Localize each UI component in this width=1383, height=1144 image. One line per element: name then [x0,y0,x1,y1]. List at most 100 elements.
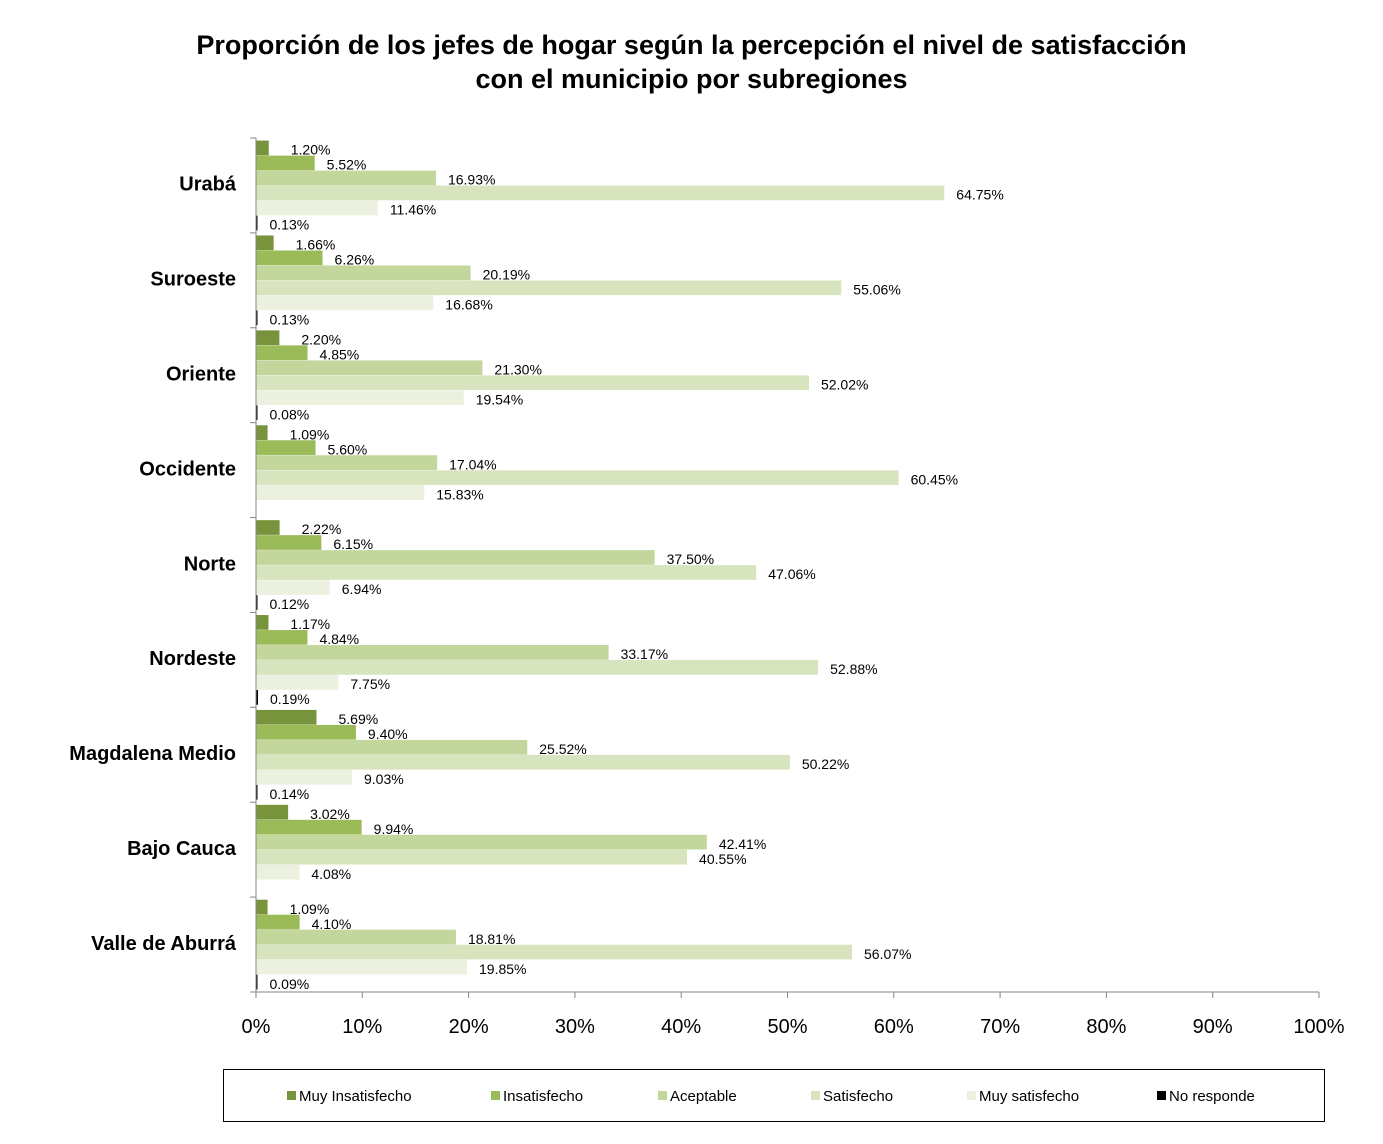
data-label-0-5: 0.13% [270,217,310,233]
bar-1-1 [256,250,323,266]
chart-title-line-2: con el municipio por subregiones [475,64,908,94]
data-label-0-3: 64.75% [956,187,1003,203]
data-label-7-0: 3.02% [310,806,350,822]
legend-label-5: No responde [1169,1088,1255,1105]
bar-6-2 [256,739,528,755]
bar-5-3 [256,660,819,675]
data-label-5-2: 33.17% [621,646,668,662]
bar-1-5 [256,310,258,326]
bar-7-2 [256,834,707,850]
chart-title-line-1: Proporción de los jefes de hogar según l… [196,30,1187,60]
data-label-1-3: 55.06% [853,282,900,298]
data-label-6-4: 9.03% [364,771,404,787]
legend-swatch-3 [811,1091,820,1100]
bar-5-0 [256,615,269,630]
legend-label-2: Aceptable [670,1088,737,1105]
data-label-8-4: 19.85% [479,961,526,977]
category-label-7: Bajo Cauca [127,838,237,860]
legend-label-3: Satisfecho [823,1088,893,1105]
bar-6-4 [256,769,352,785]
bar-8-4 [256,959,468,975]
data-label-2-1: 4.85% [320,346,360,362]
axes-layer: Urabá Suroeste Oriente Occidente Norte Nordes… [69,137,1345,1038]
data-label-8-2: 18.81% [468,931,515,947]
x-tick-label-3: 30% [555,1016,595,1038]
legend-swatch-5 [1157,1091,1166,1100]
bar-4-0 [256,520,280,535]
data-label-0-2: 16.93% [448,172,495,188]
legend: Muy Insatisfecho Insatisfecho Aceptable Sat… [223,1069,1325,1122]
data-label-8-1: 4.10% [312,916,352,932]
bar-7-3 [256,849,688,865]
data-label-7-2: 42.41% [719,836,766,852]
bar-1-2 [256,265,471,281]
data-label-1-1: 6.26% [335,252,375,268]
data-label-4-5: 0.12% [270,596,310,612]
bar-7-0 [256,804,289,820]
bar-4-3 [256,565,757,580]
legend-swatch-4 [967,1091,976,1100]
chart-title: Proporción de los jefes de hogar según l… [0,28,1383,96]
data-label-0-0: 1.20% [291,142,331,158]
bar-1-4 [256,295,434,311]
bar-2-4 [256,390,464,406]
data-label-5-1: 4.84% [319,631,359,647]
data-label-8-0: 1.09% [290,901,330,917]
bar-7-4 [256,864,300,880]
data-label-4-2: 37.50% [667,551,714,567]
category-label-1: Suroeste [150,269,236,291]
data-label-6-3: 50.22% [802,756,849,772]
bar-2-2 [256,360,483,376]
data-label-3-3: 60.45% [911,471,958,487]
category-label-6: Magdalena Medio [69,743,236,765]
data-label-5-4: 7.75% [350,676,390,692]
legend-swatch-2 [658,1091,667,1100]
bar-4-1 [256,535,322,550]
bar-8-3 [256,944,853,960]
category-label-3: Occidente [139,458,236,480]
data-labels-layer: 1.20%5.52%16.93%64.75%11.46%0.13%1.66%6.… [270,142,1004,992]
x-tick-label-1: 10% [342,1016,382,1038]
bar-8-1 [256,914,300,930]
bar-4-4 [256,580,330,595]
category-label-4: Norte [184,553,236,575]
data-label-2-5: 0.08% [270,406,310,422]
legend-label-1: Insatisfecho [503,1088,583,1105]
bar-0-2 [256,170,436,186]
bar-1-0 [256,235,274,251]
data-label-2-4: 19.54% [476,391,523,407]
data-label-5-0: 1.17% [290,616,330,632]
data-label-4-4: 6.94% [342,581,382,597]
x-tick-label-5: 50% [767,1016,807,1038]
bar-0-1 [256,155,315,171]
bar-0-0 [256,140,269,156]
x-tick-label-9: 90% [1193,1016,1233,1038]
legend-swatch-0 [287,1091,296,1100]
bar-7-1 [256,819,362,835]
data-label-3-1: 5.60% [328,441,368,457]
data-label-6-5: 0.14% [270,786,310,802]
data-label-2-0: 2.20% [301,331,341,347]
data-label-2-3: 52.02% [821,376,868,392]
data-label-1-4: 16.68% [445,297,492,313]
bar-2-1 [256,345,308,361]
x-tick-label-7: 70% [980,1016,1020,1038]
data-label-4-3: 47.06% [768,566,815,582]
bar-2-3 [256,375,809,391]
x-tick-label-10: 100% [1293,1016,1344,1038]
data-label-2-2: 21.30% [494,361,541,377]
data-label-4-1: 6.15% [333,536,373,552]
bar-3-1 [256,440,316,455]
bar-3-3 [256,470,899,485]
bars-layer [256,140,945,990]
data-label-3-4: 15.83% [436,486,483,502]
bar-0-3 [256,185,945,201]
data-label-7-1: 9.94% [374,821,414,837]
bar-3-2 [256,455,438,470]
bar-2-0 [256,330,280,346]
x-tick-label-2: 20% [449,1016,489,1038]
bar-2-5 [256,405,258,421]
bar-6-3 [256,754,790,770]
data-label-8-3: 56.07% [864,946,911,962]
bar-4-5 [256,595,258,610]
